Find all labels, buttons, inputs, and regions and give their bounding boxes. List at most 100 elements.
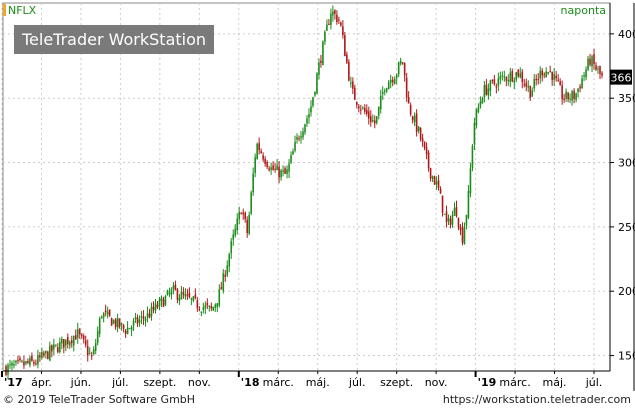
candle-body <box>549 71 551 73</box>
candle-body <box>184 294 187 297</box>
candle-body <box>356 101 358 105</box>
candle-body <box>104 310 107 312</box>
candle-body <box>66 337 69 344</box>
candle-body <box>88 353 91 355</box>
candle-body <box>258 143 260 151</box>
candle-body <box>13 364 15 366</box>
candle-body <box>395 74 398 79</box>
candle-body <box>599 66 601 74</box>
watermark-text: TeleTrader WorkStation <box>21 30 206 49</box>
candle-body <box>517 69 520 77</box>
candle-body <box>134 317 137 320</box>
candle-body <box>35 363 37 365</box>
x-tick-label: márc. <box>499 376 530 389</box>
candle-body <box>451 214 454 225</box>
candle-body <box>487 88 490 96</box>
candle-body <box>29 358 31 366</box>
candle-body <box>493 79 496 85</box>
y-tick-label: 200 <box>618 285 635 298</box>
candle-body <box>461 227 464 243</box>
candle-body <box>389 79 392 83</box>
x-tick-label: '17 <box>4 376 23 389</box>
candle-body <box>57 347 59 352</box>
candle-body <box>27 361 29 363</box>
candle-body <box>176 289 179 300</box>
x-tick-label: máj. <box>306 376 330 389</box>
candle-body <box>286 169 288 174</box>
candle-body <box>342 26 344 36</box>
candle-body <box>220 287 223 290</box>
candle-body <box>423 141 426 149</box>
x-tick-label: '19 <box>478 376 497 389</box>
candle-body <box>210 305 213 309</box>
candle-body <box>25 361 27 364</box>
candle-body <box>204 305 207 308</box>
candle-body <box>363 107 366 112</box>
candle-body <box>264 158 266 164</box>
candle-body <box>292 151 294 155</box>
x-tick-label: máj. <box>543 376 567 389</box>
candle-body <box>268 168 270 171</box>
candle-body <box>246 219 248 234</box>
candle-body <box>214 304 217 308</box>
x-tick-label: '18 <box>241 376 260 389</box>
candle-body <box>533 78 536 89</box>
candle-body <box>78 329 81 335</box>
candle-body <box>531 90 534 97</box>
candle-body <box>597 68 599 70</box>
candle-body <box>521 71 524 82</box>
candle-body <box>80 334 83 337</box>
candle-body <box>421 138 424 142</box>
candle-body <box>336 14 338 23</box>
candle-body <box>160 297 163 302</box>
candle-body <box>595 65 597 70</box>
candle-body <box>216 303 219 307</box>
candle-body <box>503 76 506 78</box>
x-tick-label: júl. <box>585 376 603 389</box>
y-tick-label: 250 <box>618 221 635 234</box>
candle-body <box>142 316 145 319</box>
candle-body <box>387 82 390 90</box>
x-tick-label: márc. <box>263 376 294 389</box>
candle-body <box>180 291 183 300</box>
candle-body <box>403 62 406 76</box>
candle-body <box>473 122 476 144</box>
candle-body <box>397 62 400 75</box>
candle-body <box>146 312 149 318</box>
candle-body <box>399 60 402 64</box>
candle-body <box>545 71 547 78</box>
candle-body <box>505 77 508 81</box>
candle-body <box>51 345 53 352</box>
candle-body <box>459 226 462 230</box>
candle-body <box>112 320 115 324</box>
candle-body <box>298 138 300 140</box>
copyright-text: © 2019 TeleTrader Software GmbH <box>3 393 196 406</box>
candle-body <box>96 331 99 344</box>
source-url[interactable]: https://workstation.teletrader.com <box>442 393 631 406</box>
candle-body <box>427 152 430 169</box>
candle-body <box>569 98 571 100</box>
candle-body <box>455 207 458 217</box>
candle-body <box>445 211 448 223</box>
candle-body <box>21 360 23 362</box>
candle-body <box>413 115 416 122</box>
candle-body <box>290 155 292 163</box>
candle-body <box>190 298 193 300</box>
candle-body <box>144 318 147 321</box>
candle-body <box>124 330 127 334</box>
candle-body <box>328 23 330 25</box>
candle-body <box>379 95 382 110</box>
candle-body <box>559 81 561 86</box>
candle-body <box>557 79 559 81</box>
candle-body <box>385 88 388 92</box>
candle-body <box>326 24 328 31</box>
candle-body <box>162 299 165 307</box>
candle-body <box>571 91 573 101</box>
candle-body <box>551 71 553 80</box>
candle-body <box>274 168 276 170</box>
candle-body <box>260 151 262 154</box>
last-value-box <box>610 69 632 85</box>
candle-body <box>354 87 356 100</box>
candle-body <box>202 307 205 311</box>
